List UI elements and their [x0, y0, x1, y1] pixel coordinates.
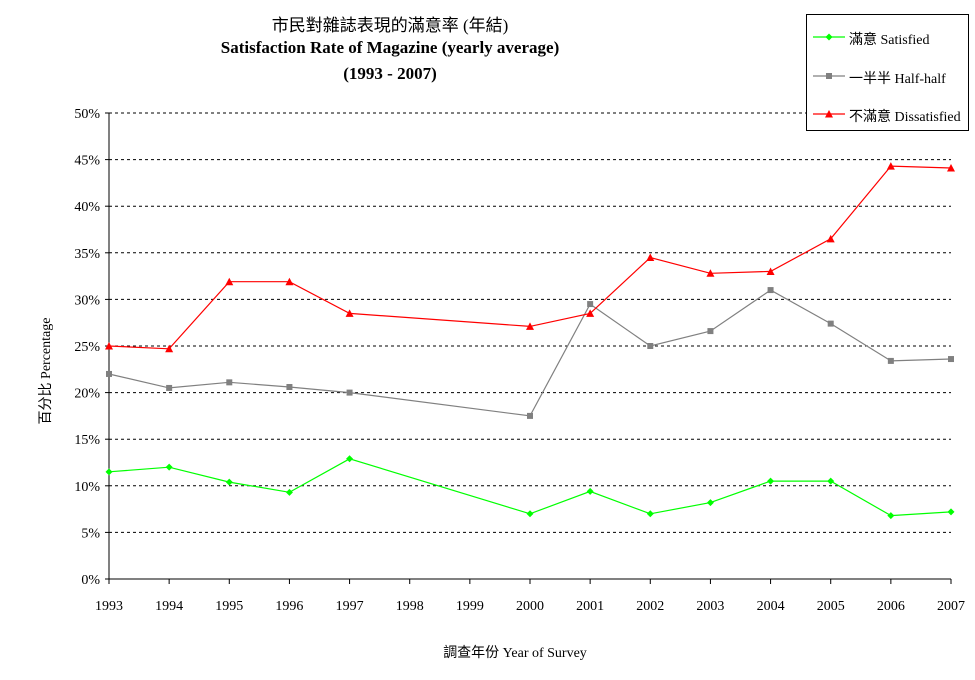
data-point: [827, 320, 834, 327]
data-point: [767, 287, 774, 294]
data-point: [346, 389, 353, 396]
legend-item-dissatisfied: 不滿意 Dissatisfied: [807, 102, 970, 126]
data-point: [707, 328, 714, 335]
x-tick-label: 1995: [215, 599, 243, 614]
data-point: [947, 163, 955, 172]
series-2: [105, 162, 955, 353]
data-point: [346, 455, 354, 463]
y-tick-label: 15%: [74, 433, 100, 448]
legend-item-satisfied: 滿意 Satisfied: [807, 25, 970, 49]
data-point: [285, 277, 294, 286]
data-point: [887, 357, 894, 364]
gridlines: [109, 112, 951, 533]
x-tick-label: 2006: [877, 599, 905, 614]
chart-title: 市民對雜誌表現的滿意率 (年結): [271, 16, 509, 35]
series-0: [105, 455, 955, 520]
data-point: [166, 384, 173, 391]
data-point: [587, 301, 594, 308]
data-point: [285, 488, 293, 496]
data-point: [105, 342, 113, 350]
y-tick-label: 5%: [81, 526, 100, 541]
legend-swatch-satisfied: [813, 33, 845, 41]
x-tick-label: 1993: [95, 599, 123, 614]
data-point: [887, 512, 895, 520]
legend-item-half-half: 一半半 Half-half: [807, 64, 970, 88]
data-point: [527, 412, 533, 419]
y-tick-label: 30%: [74, 293, 100, 308]
data-point: [586, 309, 595, 317]
data-point: [706, 499, 714, 507]
x-tick-label: 2007: [937, 599, 965, 614]
data-point: [526, 510, 534, 518]
x-tick-label: 1996: [275, 599, 303, 614]
y-tick-label: 40%: [74, 200, 100, 215]
legend-swatch-half-half: [813, 73, 845, 79]
chart-year-range: (1993 - 2007): [343, 64, 437, 83]
x-tick-label: 2005: [817, 599, 845, 614]
data-point: [947, 508, 955, 516]
y-axis-label: 百分比 Percentage: [38, 318, 54, 425]
x-tick-label: 2001: [576, 599, 604, 614]
legend: 滿意 Satisfied 一半半 Half-half 不滿意 Dissatisf…: [806, 14, 969, 131]
x-tick-label: 1998: [396, 599, 424, 614]
data-point: [646, 510, 654, 518]
data-point: [226, 379, 233, 386]
legend-label-satisfied: 滿意 Satisfied: [849, 33, 930, 48]
y-tick-label: 45%: [74, 154, 100, 169]
data-point: [766, 267, 775, 275]
data-point: [225, 277, 234, 286]
data-point: [345, 309, 354, 317]
x-tick-label: 2003: [696, 599, 724, 614]
data-point: [948, 356, 954, 363]
data-point: [886, 162, 895, 170]
data-point: [706, 269, 715, 277]
data-point: [526, 322, 534, 330]
x-axis-label: 調查年份 Year of Survey: [443, 645, 587, 661]
x-tick-label: 1994: [155, 599, 183, 614]
y-tick-label: 50%: [74, 107, 100, 122]
x-tick-label: 2004: [757, 599, 785, 614]
series-1: [106, 287, 954, 419]
y-tick-label: 20%: [74, 387, 100, 402]
data-point: [586, 487, 594, 495]
data-point: [106, 370, 112, 377]
y-tick-label: 35%: [74, 247, 100, 262]
x-tick-label: 1997: [336, 599, 364, 614]
data-point: [826, 234, 835, 243]
data-point: [225, 478, 233, 486]
y-tick-label: 10%: [74, 480, 100, 495]
series-line: [108, 165, 952, 350]
legend-label-half-half: 一半半 Half-half: [849, 72, 946, 87]
y-tick-label: 25%: [74, 340, 100, 355]
data-point: [646, 253, 655, 261]
series-line: [108, 289, 952, 417]
series-line: [108, 458, 952, 517]
chart-subtitle: Satisfaction Rate of Magazine (yearly av…: [220, 38, 560, 57]
data-point: [105, 468, 113, 476]
data-point: [647, 343, 654, 349]
legend-swatch-dissatisfied: [813, 110, 845, 118]
data-point: [165, 344, 174, 353]
x-tick-label: 2002: [636, 599, 664, 614]
tick-labels: 0% 5% 10% 15% 20% 25% 30% 35% 40% 45% 50% 1993 1994 1…: [74, 107, 965, 614]
data-point: [286, 384, 293, 391]
x-tick-label: 1999: [456, 599, 484, 614]
data-point: [165, 463, 173, 471]
y-tick-label: 0%: [81, 573, 100, 588]
legend-label-dissatisfied: 不滿意 Dissatisfied: [849, 110, 961, 125]
data-point: [767, 477, 775, 485]
data-point: [827, 477, 835, 485]
x-tick-label: 2000: [516, 599, 544, 614]
series-lines: [105, 162, 955, 520]
